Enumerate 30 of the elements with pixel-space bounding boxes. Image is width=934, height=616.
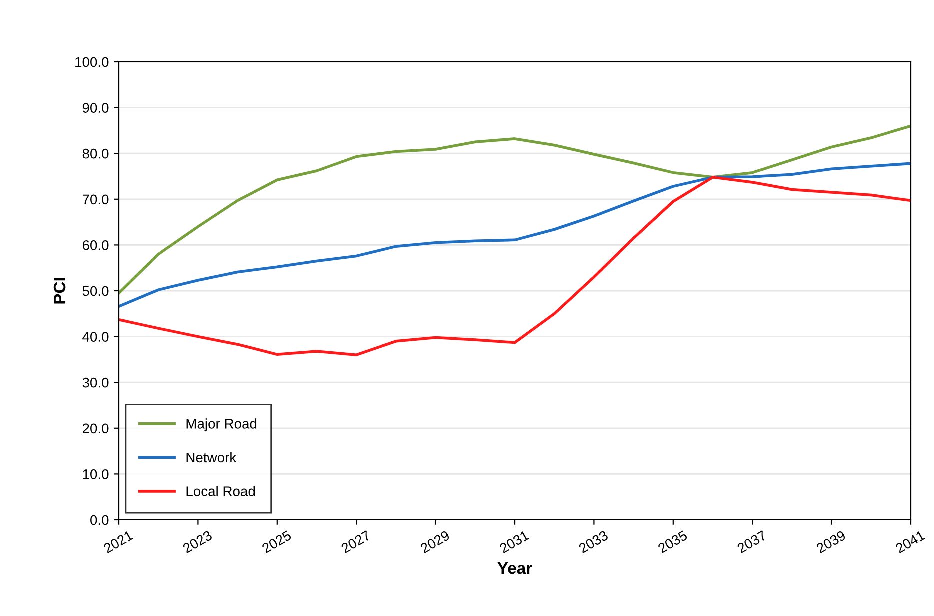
y-tick-label: 0.0 xyxy=(90,515,109,526)
legend-label: Major Road xyxy=(186,418,257,432)
y-tick-label: 60.0 xyxy=(82,240,109,250)
x-tick-label: 2031 xyxy=(499,530,530,554)
x-tick-label: 2037 xyxy=(736,530,768,554)
legend-label: Local Road xyxy=(186,486,256,496)
y-tick-label: 50.0 xyxy=(82,286,109,296)
x-tick-label: 2041 xyxy=(895,530,926,554)
line-series xyxy=(119,176,911,357)
x-tick-label: 2039 xyxy=(816,530,846,554)
x-tick-label: 2029 xyxy=(420,530,450,554)
x-axis-title: Year xyxy=(498,562,532,574)
line-series xyxy=(119,162,911,308)
x-tick-label: 2023 xyxy=(182,530,213,554)
x-tick-label: 2035 xyxy=(658,530,688,554)
y-axis-title: PCI xyxy=(54,278,66,304)
y-tick-label: 80.0 xyxy=(82,148,109,159)
y-tick-label: 30.0 xyxy=(82,378,109,388)
y-tick-label: 90.0 xyxy=(82,103,109,113)
legend-label: Network xyxy=(186,452,237,463)
y-tick-label: 10.0 xyxy=(83,470,109,480)
x-tick-label: 2025 xyxy=(262,530,292,554)
y-tick-label: 100.0 xyxy=(76,57,109,68)
x-tick-label: 2033 xyxy=(578,530,609,554)
y-tick-label: 40.0 xyxy=(82,332,109,342)
y-tick-label: 70.0 xyxy=(82,194,109,205)
x-tick-label: 2027 xyxy=(340,530,372,554)
line-series xyxy=(119,124,911,295)
y-tick-label: 20.0 xyxy=(82,424,109,434)
x-tick-label: 2021 xyxy=(103,530,134,554)
